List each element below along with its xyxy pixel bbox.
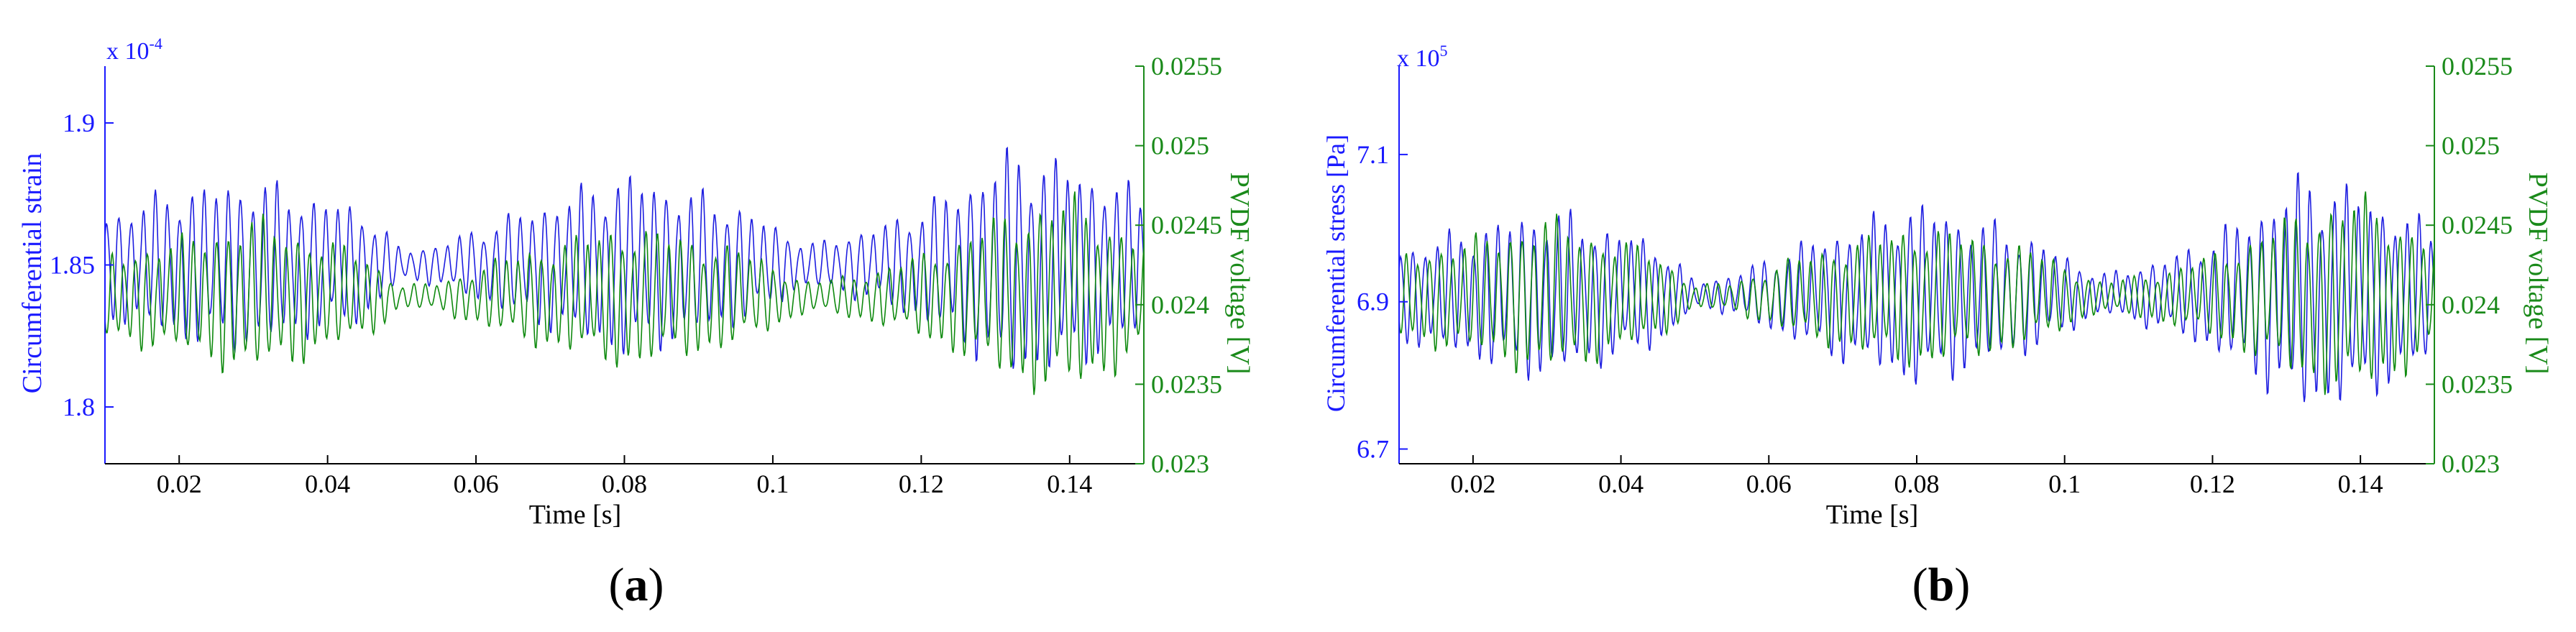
x-axis-label-b: Time [s]: [1826, 500, 1918, 530]
panel-b: 0.02 0.04 0.06 0.08 0.1 0.12 0.14 6.7 6.9 7.1 0.02…: [1321, 42, 2553, 611]
x-tick-label-b: 0.02: [1450, 470, 1495, 498]
y-right-tick-label-b: 0.0255: [2442, 52, 2513, 81]
x-tick-label-b: 0.1: [2048, 470, 2081, 498]
y-left-tick-label-b: 6.9: [1357, 288, 1389, 316]
panel-label-a: (a): [609, 559, 664, 611]
x-axis-label-a: Time [s]: [529, 500, 621, 530]
y-right-tick-label-b: 0.0245: [2442, 211, 2513, 239]
y-left-tick-label-a: 1.9: [63, 109, 95, 137]
y-right-tick-label-a: 0.023: [1151, 449, 1209, 478]
y-left-label-b: Circumferential stress [Pa]: [1321, 134, 1350, 412]
y-right-tick-label-a: 0.0245: [1151, 211, 1222, 239]
x-tick-label-a: 0.08: [602, 470, 647, 498]
y-right-tick-label-a: 0.025: [1151, 132, 1209, 160]
y-right-tick-label-b: 0.025: [2442, 132, 2500, 160]
strain-series-line-a: [104, 146, 1145, 369]
plot-area-a: 0.02 0.04 0.06 0.08 0.1 0.12 0.14 1.8 1.85 1.9 0.0…: [50, 52, 1222, 498]
plot-area-b: 0.02 0.04 0.06 0.08 0.1 0.12 0.14 6.7 6.9 7.1 0.02…: [1357, 52, 2513, 498]
y-left-tick-label-b: 6.7: [1357, 435, 1389, 464]
x-tick-label-b: 0.12: [2190, 470, 2235, 498]
x-tick-label-a: 0.02: [157, 470, 202, 498]
x-tick-label-a: 0.06: [454, 470, 499, 498]
y-left-tick-label-b: 7.1: [1357, 140, 1389, 169]
x-tick-label-b: 0.08: [1894, 470, 1940, 498]
strain-series-line-b: [1398, 172, 2435, 403]
y-left-label-a: Circumferential strain: [17, 153, 47, 394]
y-left-exponent-a: x 10-4: [106, 35, 162, 65]
y-right-tick-label-a: 0.0255: [1151, 52, 1222, 81]
x-tick-label-a: 0.1: [756, 470, 789, 498]
y-right-label-a: PVDF voltage [V]: [1224, 173, 1255, 375]
y-left-tick-label-a: 1.8: [63, 393, 95, 421]
x-tick-label-b: 0.14: [2338, 470, 2383, 498]
x-tick-label-a: 0.04: [305, 470, 350, 498]
y-left-tick-label-a: 1.85: [50, 251, 95, 280]
y-right-tick-label-b: 0.023: [2442, 449, 2500, 478]
voltage-series-line-b: [1398, 191, 2435, 395]
voltage-series-line-a: [104, 191, 1145, 395]
x-tick-label-b: 0.04: [1598, 470, 1644, 498]
x-tick-label-a: 0.14: [1047, 470, 1092, 498]
panel-label-b: (b): [1912, 559, 1971, 611]
y-right-tick-label-a: 0.0235: [1151, 370, 1222, 398]
y-left-exponent-b: x 105: [1397, 42, 1448, 72]
y-right-tick-label-b: 0.0235: [2442, 370, 2513, 398]
y-right-tick-label-b: 0.024: [2442, 290, 2500, 319]
x-tick-label-b: 0.06: [1746, 470, 1792, 498]
x-tick-label-a: 0.12: [899, 470, 944, 498]
y-right-tick-label-a: 0.024: [1151, 290, 1209, 319]
y-right-label-b: PVDF voltage [V]: [2523, 173, 2553, 375]
panel-a: 0.02 0.04 0.06 0.08 0.1 0.12 0.14 1.8 1.85 1.9 0.0…: [17, 35, 1255, 611]
